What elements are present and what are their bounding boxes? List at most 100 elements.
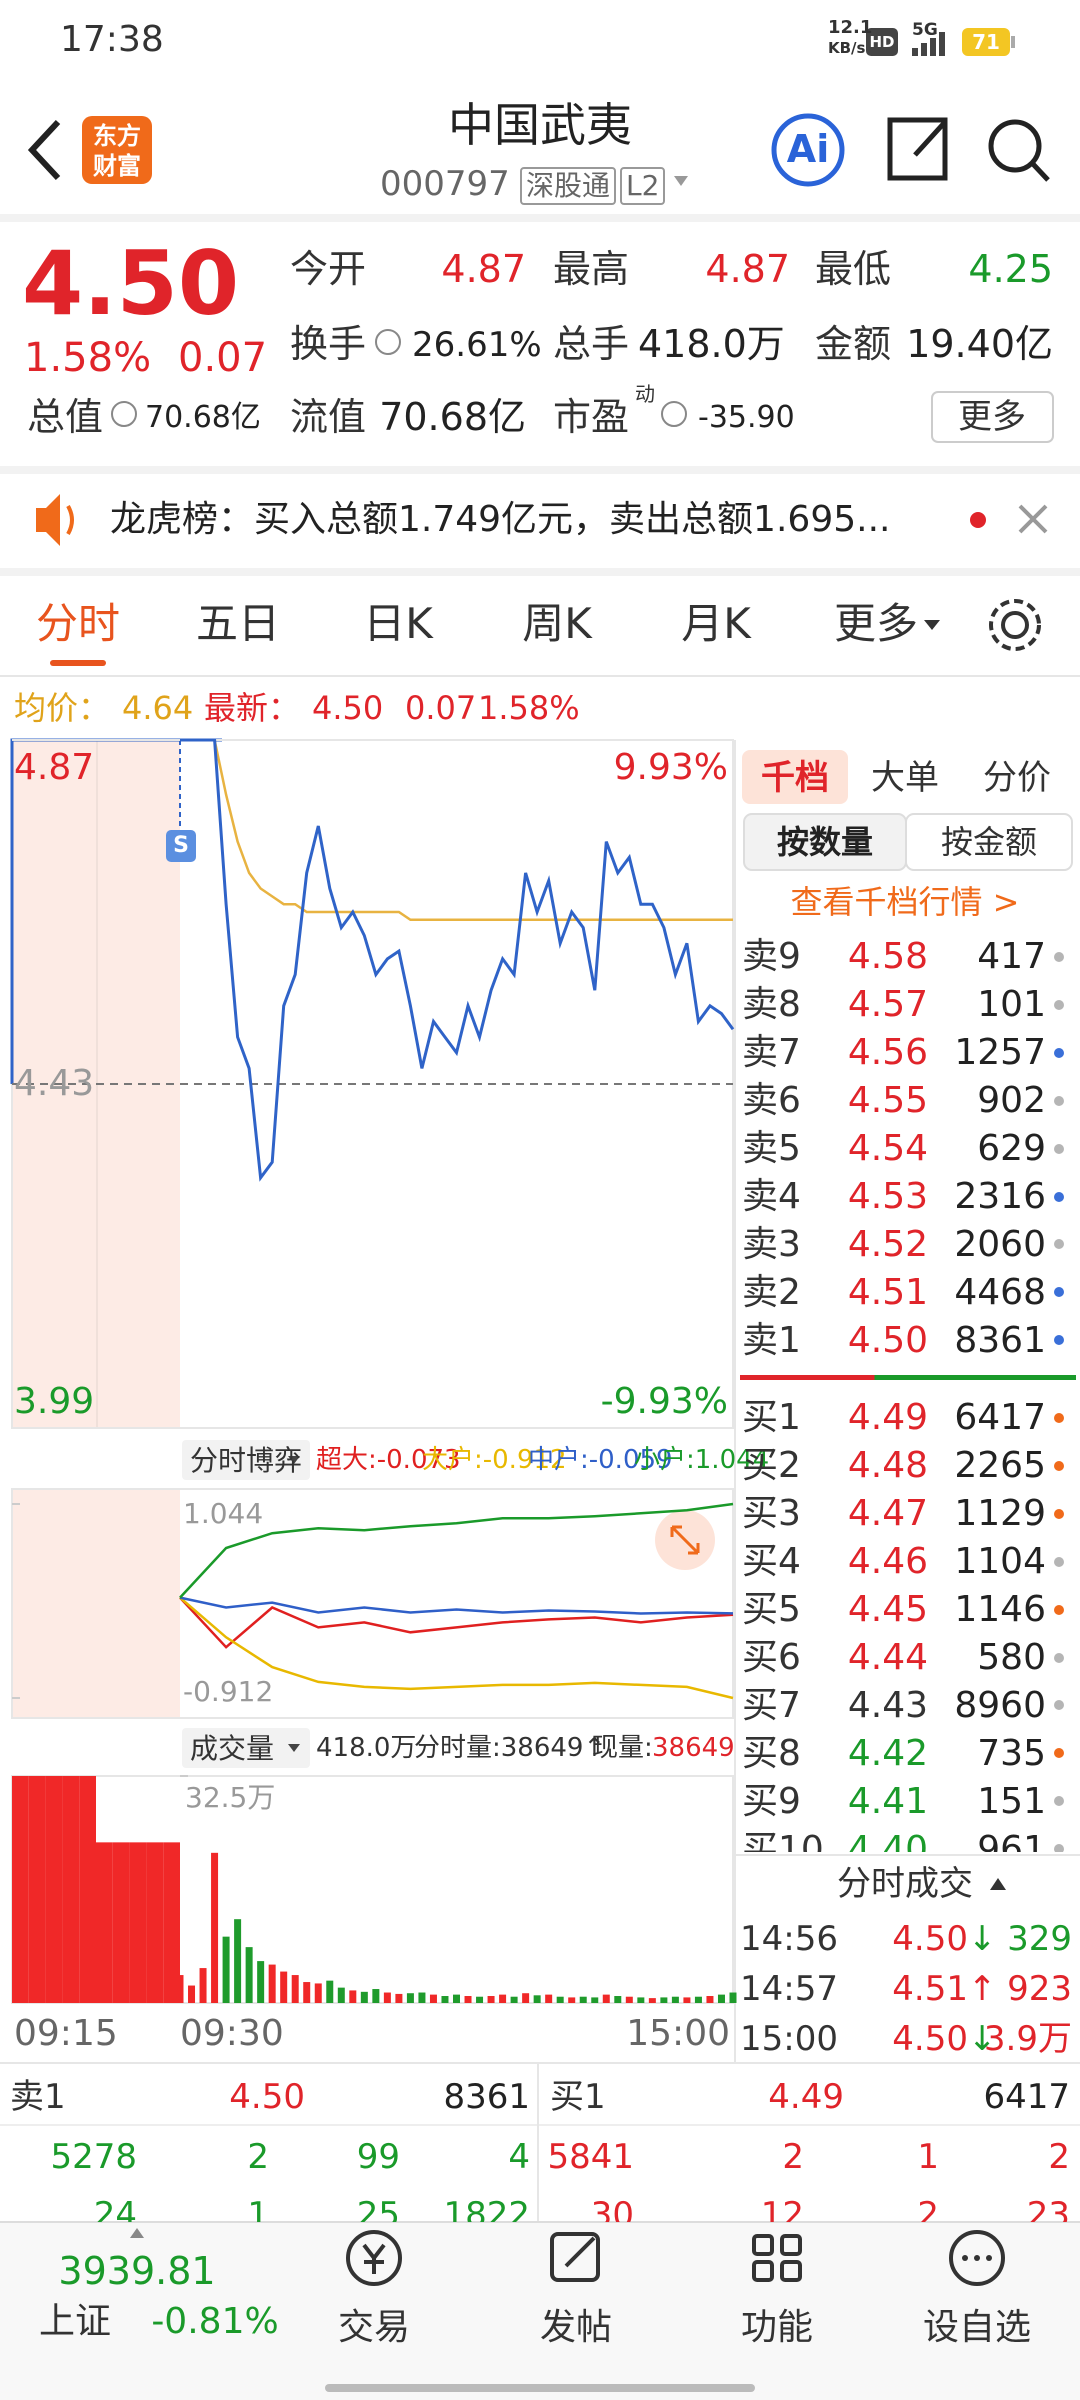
y-tick-label: 3.99 bbox=[14, 1381, 95, 1423]
settings-button[interactable] bbox=[989, 599, 1041, 651]
trade-direction: ↓ bbox=[968, 1918, 997, 1959]
level-volume: 580 bbox=[977, 1636, 1046, 1678]
info-icon[interactable] bbox=[111, 401, 137, 427]
level-dot bbox=[1054, 1047, 1064, 1058]
level-label: 买1 bbox=[742, 1397, 801, 1439]
nav-item[interactable]: 发帖 bbox=[539, 2307, 613, 2349]
search-button[interactable] bbox=[988, 119, 1050, 182]
post-icon[interactable] bbox=[550, 2232, 600, 2282]
level-volume: 629 bbox=[977, 1128, 1046, 1169]
volume-bar bbox=[579, 1996, 587, 2003]
volume-bar bbox=[556, 1996, 564, 2003]
volume-title[interactable]: 成交量 bbox=[190, 1732, 275, 1766]
index-value[interactable]: 3939.81 bbox=[58, 2249, 216, 2294]
volume-bar bbox=[625, 1996, 633, 2003]
trade-icon[interactable] bbox=[346, 2230, 402, 2286]
pct-label: -9.93% bbox=[600, 1381, 728, 1423]
level-volume: 961 bbox=[977, 1828, 1046, 1853]
expand-arrow[interactable] bbox=[130, 2228, 144, 2238]
tab[interactable]: 日K bbox=[363, 598, 433, 648]
ai-label[interactable]: Ai bbox=[786, 127, 830, 172]
net-speed: 12.1 bbox=[828, 17, 873, 39]
index-change[interactable]: -0.81% bbox=[151, 2301, 279, 2343]
book-tab[interactable]: 分价 bbox=[983, 757, 1051, 798]
level-label: 买7 bbox=[742, 1684, 801, 1726]
dropdown-arrow[interactable] bbox=[288, 1744, 300, 1752]
close-button[interactable] bbox=[1018, 504, 1048, 534]
trade-time: 15:00 bbox=[740, 2018, 838, 2059]
tab[interactable]: 周K bbox=[522, 598, 592, 648]
trades-title[interactable]: 分时成交 bbox=[837, 1863, 973, 1904]
level-label: 买3 bbox=[742, 1493, 801, 1535]
stock-code: 000797 bbox=[380, 163, 510, 204]
dropdown-arrow[interactable] bbox=[924, 620, 940, 630]
level-dot bbox=[1054, 1191, 1064, 1202]
level-dot bbox=[1054, 1844, 1064, 1852]
nav-item[interactable]: 交易 bbox=[337, 2307, 411, 2349]
dropdown-arrow[interactable] bbox=[288, 1456, 300, 1464]
watchlist-icon[interactable] bbox=[949, 2230, 1005, 2286]
expand-icon[interactable] bbox=[670, 1525, 700, 1555]
volume-bar bbox=[441, 1996, 449, 2003]
flow-line bbox=[179, 1502, 734, 1599]
book-tab[interactable]: 大单 bbox=[871, 757, 939, 798]
share-button[interactable] bbox=[887, 117, 948, 181]
nav-item[interactable]: 设自选 bbox=[922, 2307, 1032, 2349]
book-link[interactable]: 查看千档行情 > bbox=[790, 882, 1020, 921]
mode-label[interactable]: 按金额 bbox=[940, 822, 1038, 861]
more-button[interactable] bbox=[931, 391, 1054, 443]
exchange-tag: 深股通 bbox=[520, 167, 617, 205]
mode-label[interactable]: 按数量 bbox=[776, 822, 874, 861]
tab-highlight[interactable] bbox=[742, 750, 848, 804]
clock: 17:38 bbox=[60, 19, 164, 61]
more-label[interactable]: 更多 bbox=[958, 396, 1026, 437]
volume-bar bbox=[602, 1994, 610, 2003]
level-price: 4.40 bbox=[847, 1828, 928, 1853]
field-label: 最高 bbox=[553, 247, 630, 292]
function-icon[interactable] bbox=[752, 2234, 802, 2282]
volume-bar bbox=[211, 1852, 219, 2003]
y-tick-label: 4.43 bbox=[14, 1063, 95, 1105]
dropdown-arrow[interactable] bbox=[674, 176, 688, 186]
level-label: 买5 bbox=[742, 1589, 801, 1630]
volume-bar bbox=[222, 1936, 230, 2003]
info-icon[interactable] bbox=[661, 401, 687, 427]
app-logo bbox=[82, 116, 152, 184]
field-label: 换手 bbox=[290, 322, 367, 367]
y-tick-label: 1.044 bbox=[183, 1497, 264, 1531]
level-dot bbox=[1054, 1239, 1064, 1250]
index-name[interactable]: 上证 bbox=[38, 2301, 112, 2343]
tab[interactable]: 更多 bbox=[833, 598, 919, 648]
tab[interactable]: 五日 bbox=[195, 598, 281, 648]
level-volume: 1129 bbox=[954, 1493, 1046, 1535]
info-icon[interactable] bbox=[375, 329, 401, 355]
flow-selector[interactable] bbox=[182, 1440, 310, 1480]
field-value: 19.40亿 bbox=[906, 322, 1053, 367]
tab-underline bbox=[50, 660, 106, 666]
volume-selector[interactable] bbox=[182, 1728, 310, 1768]
volume-bar bbox=[257, 1961, 265, 2003]
level-volume: 1104 bbox=[954, 1541, 1046, 1583]
book-tab[interactable]: 千档 bbox=[761, 757, 829, 798]
flow-line bbox=[179, 1596, 734, 1615]
level-price: 4.50 bbox=[847, 1319, 928, 1361]
y-tick-label: 4.87 bbox=[14, 747, 95, 789]
sort-arrow[interactable] bbox=[990, 1878, 1006, 1890]
notice-text[interactable]: 龙虎榜：买入总额1.749亿元，卖出总额1.695... bbox=[110, 499, 891, 541]
mode-button[interactable] bbox=[905, 813, 1073, 871]
change-pct: 1.58% bbox=[24, 335, 152, 381]
nav-item[interactable]: 功能 bbox=[740, 2307, 814, 2349]
flow-title[interactable]: 分时博弈 bbox=[190, 1444, 303, 1478]
legend-entry: 中户:-0.059 bbox=[528, 1445, 673, 1476]
ai-button[interactable] bbox=[771, 113, 845, 187]
volume-bar bbox=[453, 1994, 460, 2003]
trade-direction: ↑ bbox=[968, 1968, 997, 2009]
speaker-icon bbox=[36, 494, 60, 546]
back-button[interactable] bbox=[27, 119, 61, 181]
level-label: 卖1 bbox=[742, 1319, 801, 1361]
tab[interactable]: 月K bbox=[681, 598, 751, 648]
home-indicator bbox=[325, 2384, 755, 2392]
tab[interactable]: 分时 bbox=[35, 598, 121, 648]
field-label: 金额 bbox=[815, 322, 892, 367]
volume-bar bbox=[337, 1987, 345, 2003]
